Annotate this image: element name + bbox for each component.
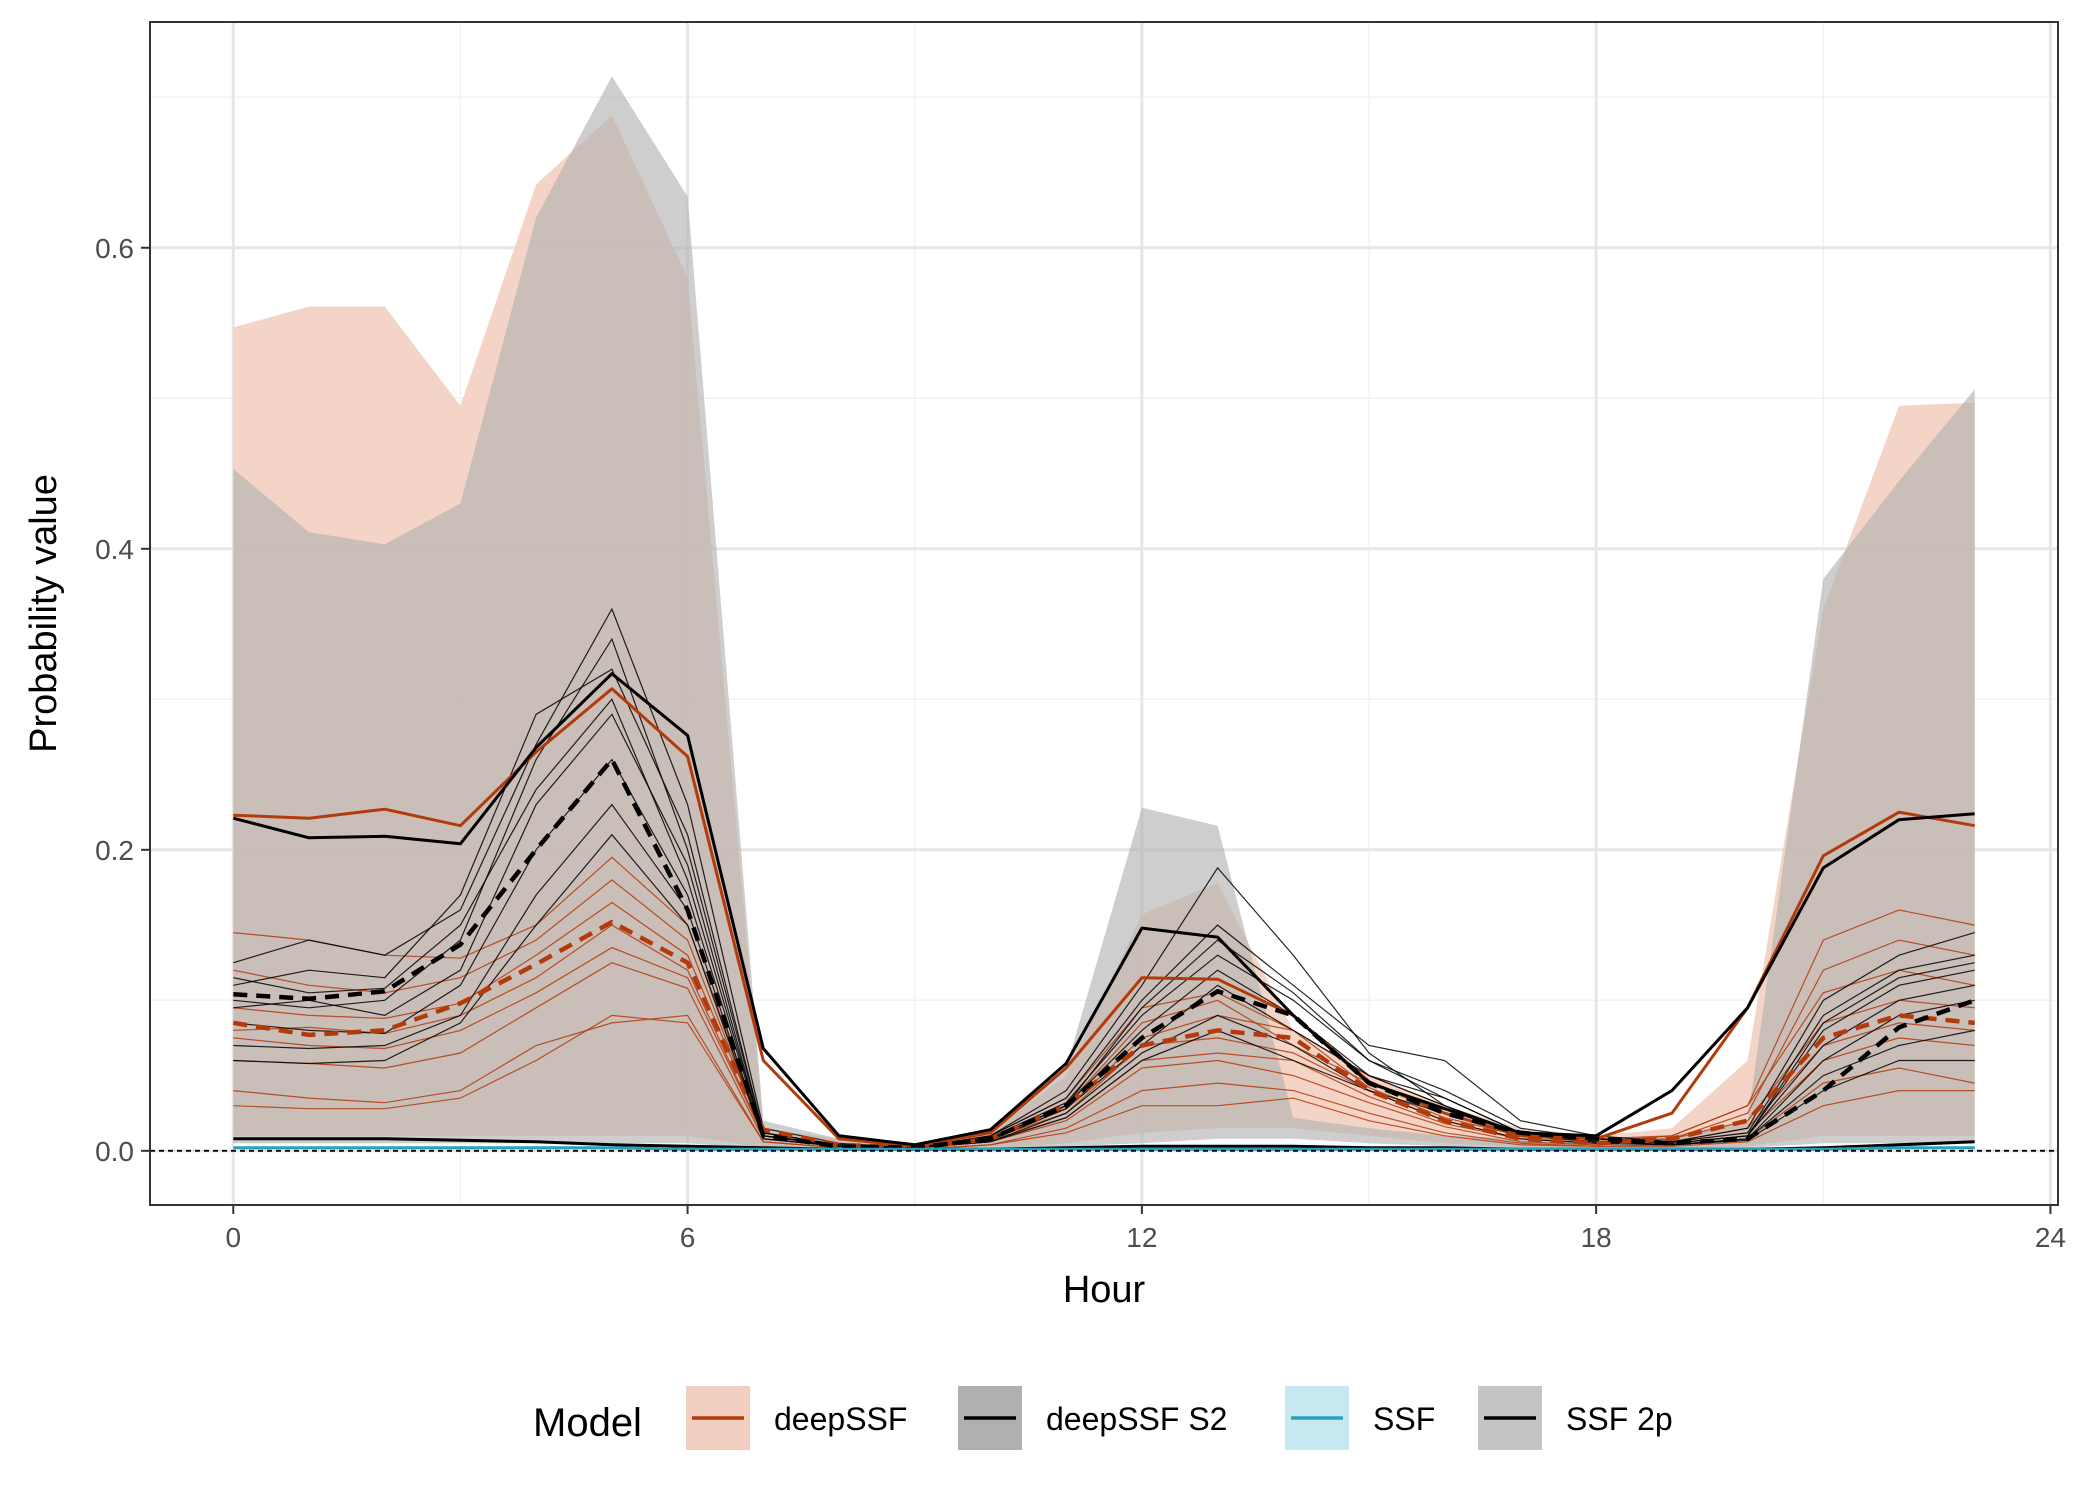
series-line-ssf-base: [233, 1146, 1975, 1151]
x-tick-label: 12: [1126, 1222, 1157, 1253]
y-tick-label: 0.0: [95, 1136, 134, 1167]
legend-label: SSF 2p: [1566, 1401, 1673, 1437]
individual-line-deepssf-s2: [233, 607, 1975, 1149]
x-axis-title: Hour: [1063, 1269, 1146, 1311]
x-tick-label: 24: [2035, 1222, 2066, 1253]
individual-line-deepssf: [233, 879, 1975, 1149]
y-tick-label: 0.4: [95, 534, 134, 565]
y-tick-label: 0.2: [95, 835, 134, 866]
plot-panel-border: [149, 21, 2059, 1206]
series-line-deepssf-s2-mean: [233, 757, 1976, 1151]
legend-label: deepSSF S2: [1046, 1401, 1227, 1437]
ribbon-deepssf-s2: [233, 76, 1975, 1150]
legend-label: SSF: [1373, 1401, 1435, 1437]
axes: 0 6 12 18 24 0.0 0.2 0.4 0.6: [95, 233, 2066, 1253]
x-tick-label: 0: [225, 1222, 241, 1253]
legend-title: Model: [533, 1401, 642, 1445]
individual-line-deepssf: [233, 924, 1975, 1149]
legend: Model deepSSF deepSSF S2 SSF SSF 2p: [533, 1386, 1673, 1450]
y-tick-label: 0.6: [95, 233, 134, 264]
y-axis-title: Probability value: [23, 474, 65, 753]
legend-label: deepSSF: [774, 1401, 907, 1437]
x-tick-label: 18: [1581, 1222, 1612, 1253]
series-line-deepssf-mean: [232, 919, 1975, 1151]
series-line-deepssf-s2-upper: [232, 672, 1975, 1147]
series-lines: [232, 672, 1976, 1151]
ribbons: [233, 76, 1975, 1150]
x-tick-label: 6: [680, 1222, 696, 1253]
individual-line-deepssf: [233, 1014, 1975, 1150]
